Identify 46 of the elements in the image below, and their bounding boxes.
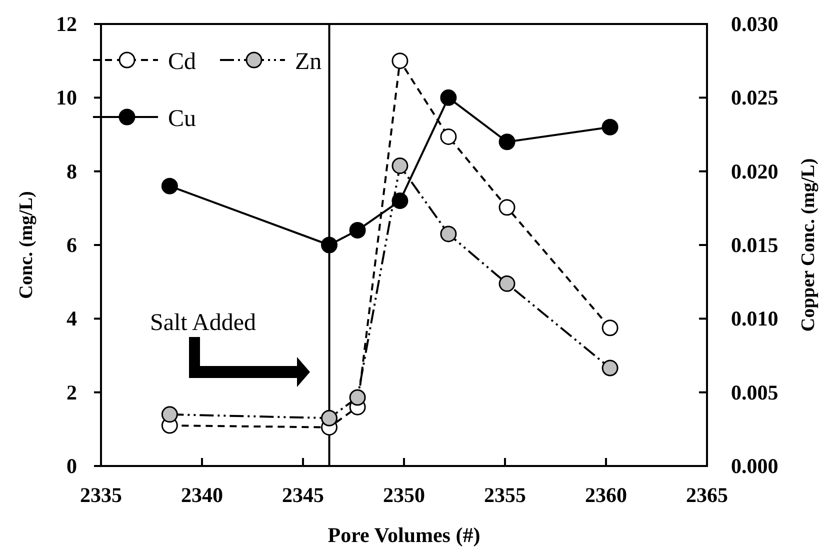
point: [321, 236, 338, 254]
y-tick-label: 6: [66, 233, 77, 257]
point: [392, 52, 408, 70]
point: [349, 222, 366, 239]
y-tick-label: 0: [66, 454, 77, 478]
y2-tick-label: 0.015: [731, 233, 778, 257]
y2-tick-label: 0.010: [731, 306, 778, 331]
legend-label: Zn: [295, 49, 322, 75]
x-tick-label: 2360: [585, 483, 627, 507]
y-tick-label: 10: [56, 86, 77, 110]
point: [602, 320, 618, 336]
x-tick-label: 2345: [282, 483, 324, 507]
y2-axis-title: Copper Conc. (mg/L): [798, 158, 819, 332]
legend-label: Cu: [168, 106, 196, 132]
y2-tick-label: 0.030: [731, 12, 778, 36]
point: [498, 275, 516, 292]
point: [602, 360, 618, 376]
x-tick-label: 2335: [80, 483, 122, 507]
point: [440, 89, 457, 106]
x-tick-label: 2365: [686, 483, 728, 507]
point: [161, 406, 178, 423]
y-tick-label: 2: [66, 380, 77, 404]
x-axis-title: Pore Volumes (#): [328, 523, 480, 547]
y-tick-label: 4: [66, 306, 78, 331]
point: [498, 134, 516, 150]
point: [440, 226, 457, 242]
point: [392, 158, 408, 174]
y2-tick-label: 0.005: [731, 380, 778, 404]
y2-tick-label: 0.025: [731, 86, 778, 110]
y-axis-title: Conc. (mg/L): [16, 191, 37, 299]
point: [349, 389, 366, 406]
y2-tick-label: 0.020: [731, 159, 778, 184]
y-tick-label: 8: [66, 159, 77, 184]
point: [602, 118, 618, 136]
annotation: Salt Added: [150, 310, 256, 336]
point: [440, 128, 457, 145]
point: [498, 199, 516, 216]
x-tick-label: 2350: [383, 483, 425, 507]
x-tick-label: 2355: [484, 483, 526, 507]
legend-label: Cd: [168, 49, 196, 75]
y2-tick-label: 0.000: [731, 454, 778, 478]
point: [321, 410, 338, 426]
x-tick-label: 2340: [181, 483, 223, 507]
point: [392, 192, 408, 210]
point: [161, 178, 178, 194]
y-tick-label: 12: [56, 12, 77, 36]
